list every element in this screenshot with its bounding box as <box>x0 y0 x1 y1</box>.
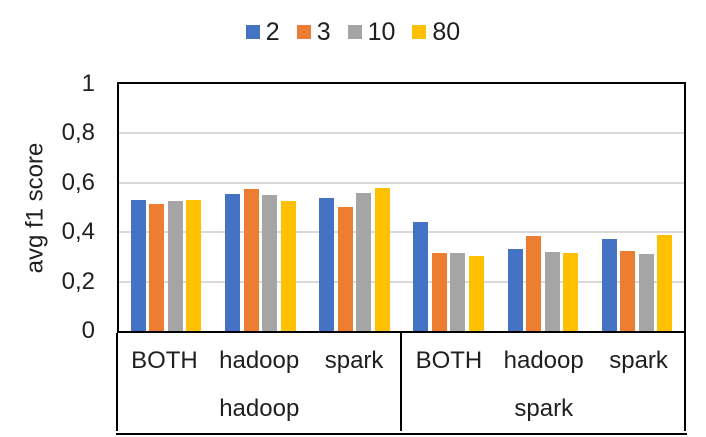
legend-color-swatch <box>347 25 362 39</box>
bar-2-spark-hadoop <box>319 198 335 331</box>
legend-label: 10 <box>367 17 396 46</box>
category-table-bottom-border <box>116 433 687 435</box>
legend-color-swatch <box>245 25 260 39</box>
chart-legend: 2 3 10 80 <box>0 16 706 48</box>
y-tick-label-0,6: 0,6 <box>61 169 95 196</box>
plot-area <box>117 82 686 333</box>
x-category-label: spark <box>609 347 668 374</box>
gridline-0,8 <box>119 132 684 135</box>
bar-2-hadoop-hadoop <box>225 194 240 331</box>
bar-10-spark-hadoop <box>356 193 372 331</box>
x-category-label: BOTH <box>131 347 198 374</box>
bar-80-BOTH-spark <box>468 256 484 331</box>
bar-80-BOTH-hadoop <box>186 200 202 331</box>
bar-3-BOTH-hadoop <box>149 204 165 331</box>
bar-10-hadoop-hadoop <box>262 195 277 331</box>
y-tick-label-0,8: 0,8 <box>61 119 95 146</box>
bar-3-spark-spark <box>620 251 636 331</box>
y-axis-title: avg f1 score <box>21 142 49 273</box>
legend-color-swatch <box>412 25 427 39</box>
legend-item-3: 3 <box>296 17 331 46</box>
bar-2-spark-spark <box>601 239 617 331</box>
y-tick-label-0: 0 <box>81 317 95 344</box>
x-group-label-spark: spark <box>514 395 574 422</box>
gridline-0,2 <box>119 280 684 283</box>
legend-label: 80 <box>432 17 461 46</box>
bar-80-spark-spark <box>657 235 673 331</box>
bar-10-BOTH-hadoop <box>167 201 183 331</box>
bar-10-BOTH-spark <box>450 253 466 331</box>
bar-80-hadoop-hadoop <box>280 201 296 331</box>
x-category-label: spark <box>324 347 384 374</box>
bar-10-spark-spark <box>638 254 654 331</box>
y-tick-label-1: 1 <box>81 70 95 97</box>
bar-80-spark-hadoop <box>374 188 390 331</box>
gridline-0,6 <box>119 181 684 184</box>
x-group-label-hadoop: hadoop <box>219 395 300 422</box>
legend-label: 2 <box>265 17 280 46</box>
x-category-label: hadoop <box>503 347 584 374</box>
x-category-label: BOTH <box>415 347 483 374</box>
bar-3-BOTH-spark <box>431 253 447 331</box>
y-tick-label-0,4: 0,4 <box>61 218 95 245</box>
category-divider <box>684 333 686 431</box>
bar-2-BOTH-hadoop <box>130 200 146 331</box>
legend-color-swatch <box>296 25 311 39</box>
x-category-label: hadoop <box>219 347 300 374</box>
bar-3-spark-hadoop <box>337 207 353 331</box>
bar-3-hadoop-spark <box>526 236 541 331</box>
bar-2-hadoop-spark <box>507 249 523 331</box>
y-tick-label-0,2: 0,2 <box>61 268 95 295</box>
bar-10-hadoop-spark <box>544 252 560 331</box>
bar-2-BOTH-spark <box>413 222 429 331</box>
legend-label: 3 <box>316 17 331 46</box>
bar-3-hadoop-hadoop <box>243 189 259 331</box>
legend-item-2: 2 <box>245 17 280 46</box>
gridline-0,4 <box>119 231 684 234</box>
legend-item-80: 80 <box>412 17 461 46</box>
legend-item-10: 10 <box>347 17 396 46</box>
bar-80-hadoop-spark <box>563 253 578 331</box>
category-divider <box>116 333 118 431</box>
category-divider <box>400 333 402 431</box>
